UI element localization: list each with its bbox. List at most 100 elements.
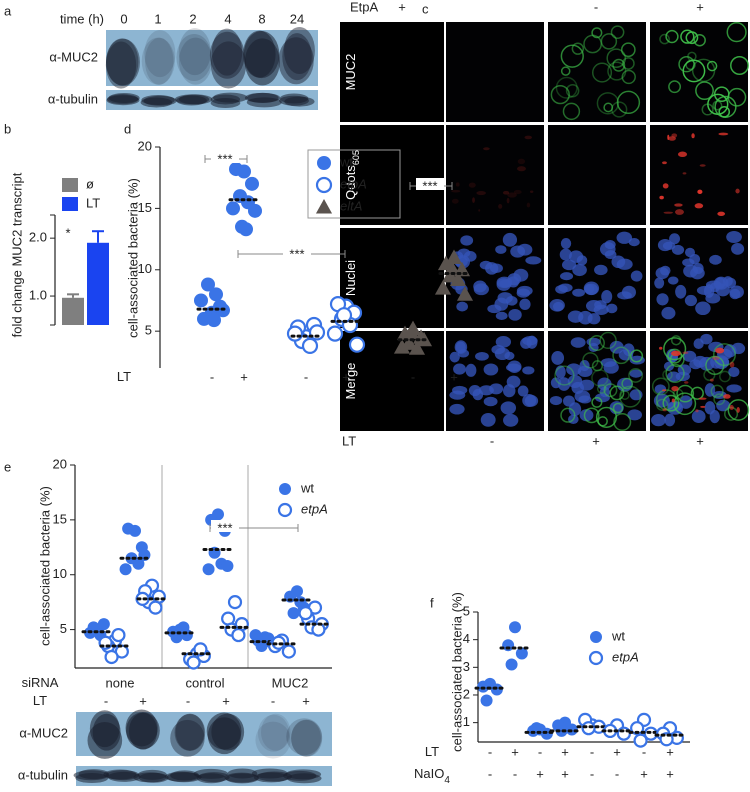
legend-marker: [315, 198, 333, 214]
muc2-signal: [554, 365, 575, 386]
muc2-signal: [690, 386, 704, 400]
micrograph: [650, 125, 748, 225]
nucleus: [726, 230, 742, 243]
muc2-signal: [705, 355, 725, 376]
muc2-signal: [599, 331, 617, 350]
blot-band: [261, 713, 291, 751]
data-point: [443, 260, 461, 275]
muc2-signal: [712, 100, 723, 111]
data-point: [132, 557, 145, 570]
data-point: [148, 600, 163, 615]
nucleus: [667, 276, 679, 285]
x-category-label: +: [640, 766, 648, 781]
nucleus: [731, 243, 745, 255]
micrograph: [446, 125, 544, 225]
nucleus: [468, 384, 481, 397]
footer-value: -: [490, 433, 494, 448]
nucleus: [479, 260, 493, 270]
muc2-signal: [713, 393, 726, 406]
nucleus: [671, 244, 685, 255]
data-point: [122, 522, 135, 535]
nucleus: [606, 303, 618, 314]
blot-band: [286, 718, 323, 756]
muc2-signal: [565, 83, 580, 98]
x-category-label: -: [488, 766, 492, 781]
qdot-signal: [506, 197, 510, 204]
y-tick-label: 10: [138, 261, 152, 276]
muc2-signal: [651, 377, 670, 396]
nucleus: [473, 283, 489, 296]
nucleus: [695, 301, 711, 316]
data-point: [298, 606, 313, 621]
legend-label: LT: [86, 195, 100, 210]
nucleus: [713, 276, 729, 290]
nucleus: [519, 298, 531, 311]
footer-value: +: [696, 433, 704, 448]
qdot-signal: [502, 190, 510, 195]
x-category-label: -: [538, 744, 542, 759]
qdot-signal: [700, 405, 706, 408]
label-strip: [340, 125, 444, 225]
nucleus: [559, 248, 572, 261]
lane-label: 2: [189, 11, 196, 26]
x-category-label: -: [513, 766, 517, 781]
muc2-signal: [571, 42, 585, 55]
data-point: [186, 655, 201, 670]
legend-label: eltA: [340, 198, 362, 213]
annotation: ***: [217, 151, 232, 166]
qdot-signal: [517, 158, 526, 165]
footer-label: LT: [342, 433, 356, 448]
annotation-bg: [211, 151, 239, 163]
data-point: [111, 627, 126, 643]
muc2-signal: [612, 402, 624, 414]
legend-marker: [588, 650, 604, 666]
nucleus: [657, 239, 673, 252]
data-point: [581, 721, 596, 736]
qdot-signal: [715, 347, 725, 354]
nucleus: [568, 250, 584, 263]
legend-label: wt: [300, 480, 314, 495]
blot-band: [137, 769, 168, 780]
micrograph: [446, 22, 544, 122]
data-point: [393, 339, 411, 354]
y-tick-label: 1: [463, 714, 470, 729]
nucleus: [651, 414, 666, 427]
nucleus: [654, 277, 665, 289]
qdot-signal: [513, 189, 522, 195]
nucleus: [522, 393, 537, 407]
nucleus: [669, 233, 681, 245]
annotation-bg: [416, 178, 444, 190]
nucleus: [597, 377, 612, 391]
blot-band: [105, 41, 137, 89]
nucleus: [629, 355, 645, 365]
nucleus: [601, 289, 613, 304]
blot-band: [178, 37, 213, 85]
muc2-signal: [560, 66, 571, 76]
blot-band: [282, 33, 312, 81]
y-axis-label: cell-associated bacteria (%): [449, 592, 464, 752]
x-row-label: LT: [117, 369, 131, 384]
qdot-signal: [695, 409, 699, 413]
nucleus: [712, 390, 727, 399]
data-point: [287, 607, 300, 620]
nucleus: [508, 308, 522, 321]
nucleus: [704, 383, 716, 397]
y-tick-label: 20: [138, 138, 152, 153]
qdot-signal: [712, 356, 720, 361]
muc2-signal: [613, 413, 632, 432]
nucleus: [495, 245, 507, 254]
legend-swatch: [62, 197, 78, 211]
panel-label: b: [4, 121, 11, 136]
blot-header: time (h): [60, 11, 104, 26]
nucleus: [452, 385, 468, 395]
legend-marker: [277, 502, 293, 518]
blot-band: [209, 31, 245, 79]
lane-label: 4: [224, 11, 231, 26]
legend-swatch: [62, 178, 78, 192]
x-row-label-subscript: 4: [444, 775, 450, 786]
row-label-text: Nuclei: [343, 260, 358, 296]
nucleus: [729, 285, 744, 299]
nucleus: [616, 231, 633, 244]
data-point: [402, 324, 420, 339]
